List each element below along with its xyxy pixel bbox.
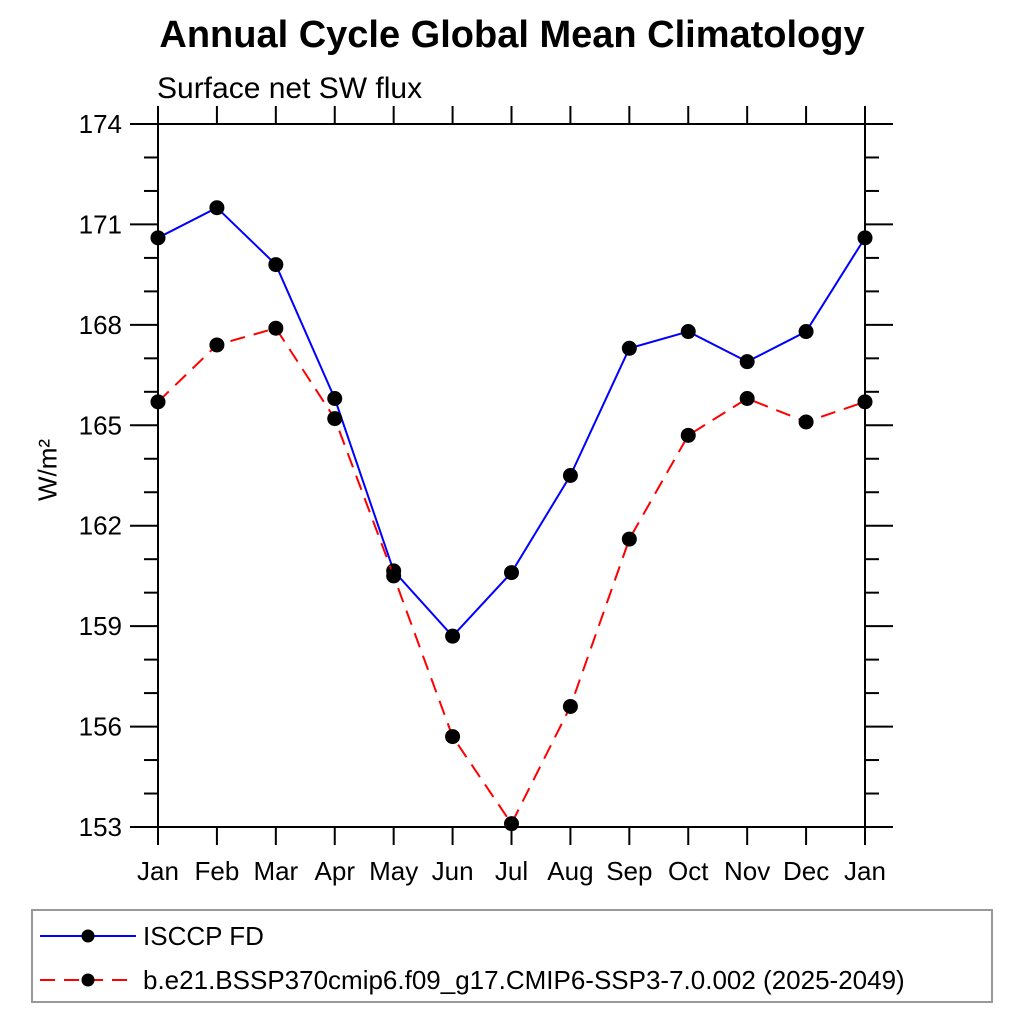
svg-text:156: 156 — [79, 712, 122, 742]
svg-text:159: 159 — [79, 611, 122, 641]
svg-text:Jun: Jun — [432, 856, 474, 886]
svg-text:Nov: Nov — [724, 856, 770, 886]
legend-box: ISCCP FD b.e21.BSSP370cmip6.f09_g17.CMIP… — [31, 909, 993, 1003]
svg-text:Sep: Sep — [606, 856, 652, 886]
legend-entry-model: b.e21.BSSP370cmip6.f09_g17.CMIP6-SSP3-7.… — [38, 964, 905, 996]
chart-subtitle: Surface net SW flux — [157, 72, 423, 105]
series-isccp — [150, 200, 873, 644]
legend-dashed-line-icon — [40, 973, 136, 987]
x-axis-ticks: Jan Feb Mar Apr May Jun Jul Aug Sep Oct Nov Dec Jan — [137, 106, 886, 886]
legend-entry-isccp: ISCCP FD — [38, 920, 264, 952]
svg-text:Oct: Oct — [668, 856, 709, 886]
svg-text:162: 162 — [79, 511, 122, 541]
svg-text:Dec: Dec — [783, 856, 829, 886]
svg-text:168: 168 — [79, 310, 122, 340]
svg-text:Jan: Jan — [137, 856, 179, 886]
svg-text:Jul: Jul — [495, 856, 528, 886]
svg-text:Mar: Mar — [253, 856, 298, 886]
axis-frame — [157, 123, 866, 828]
svg-text:Apr: Apr — [315, 856, 356, 886]
svg-text:Feb: Feb — [195, 856, 240, 886]
legend-solid-line-icon — [40, 929, 136, 943]
svg-text:May: May — [369, 856, 418, 886]
svg-text:171: 171 — [79, 209, 122, 239]
chart-title: Annual Cycle Global Mean Climatology — [159, 14, 865, 56]
svg-text:174: 174 — [79, 109, 122, 139]
svg-text:153: 153 — [79, 812, 122, 842]
svg-text:Aug: Aug — [547, 856, 593, 886]
svg-text:165: 165 — [79, 410, 122, 440]
svg-text:Jan: Jan — [844, 856, 886, 886]
legend-label-isccp: ISCCP FD — [143, 920, 264, 951]
y-axis-ticks: 153 156 159 162 165 168 171 174 — [79, 109, 893, 842]
legend-label-model: b.e21.BSSP370cmip6.f09_g17.CMIP6-SSP3-7.… — [143, 964, 905, 995]
series-model — [150, 320, 873, 832]
